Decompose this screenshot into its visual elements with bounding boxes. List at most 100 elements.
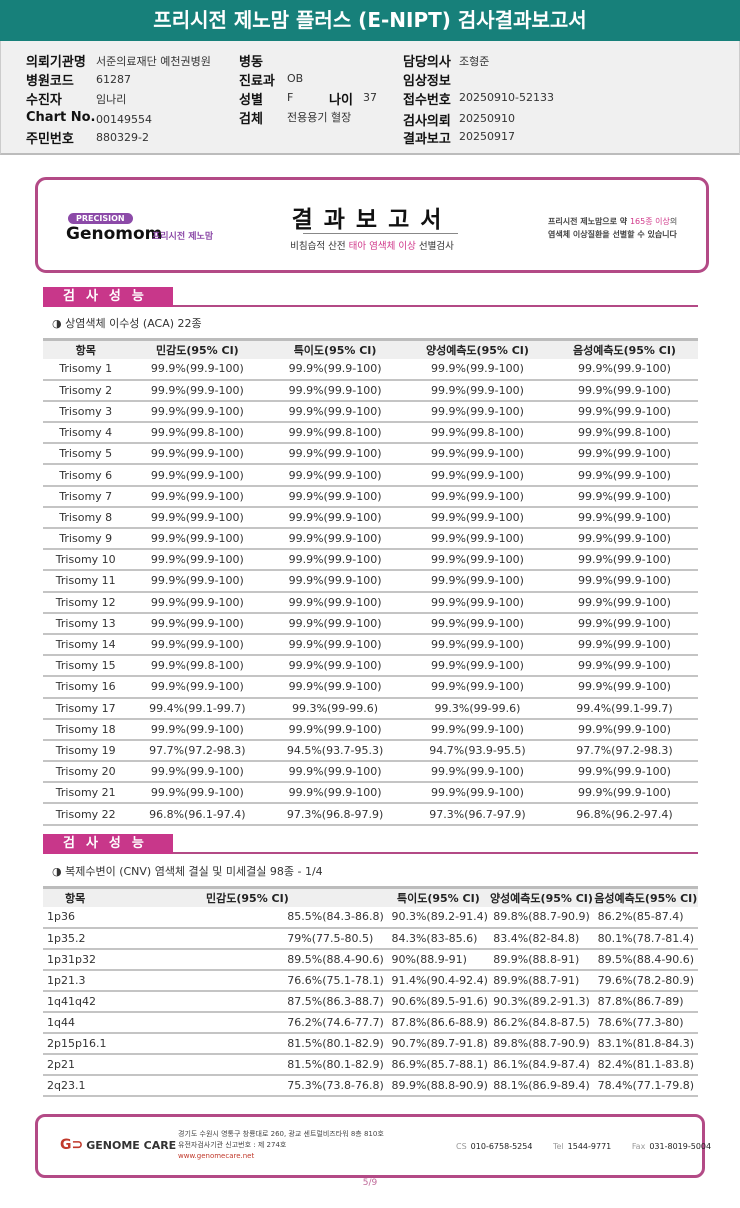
value-cell: 99.9%(99.9-100) [403, 528, 551, 551]
table-row: Trisomy 13 99.9%(99.9-100) 99.9%(99.9-100)… [43, 612, 698, 635]
tagline-d: 염색체 이상질환을 선별할 수 있습니다 [548, 230, 677, 239]
item-cell: 1q41q42 [43, 990, 108, 1013]
column-header: 항목 [43, 886, 108, 907]
value-cell: 99.9%(99.9-100) [550, 612, 698, 635]
value-cell: 99.9%(99.9-100) [403, 570, 551, 593]
value-cell: 99.9%(99.8-100) [266, 422, 404, 445]
value-cell: 99.9%(99.9-100) [266, 761, 404, 784]
item-cell: Trisomy 2 [43, 379, 129, 402]
value-cell: 99.9%(99.9-100) [403, 485, 551, 508]
banner-subtitle: 비침습적 산전 태아 염색체 이상 선별검사 [38, 238, 706, 252]
receipt-label: 접수번호 [403, 93, 451, 108]
table-row: 2p21 81.5%(80.1-82.9) 86.9%(85.7-88.1) 86.1… [43, 1054, 698, 1077]
patient-value: 임나리 [96, 93, 127, 106]
value-cell: 99.9%(99.9-100) [128, 443, 267, 466]
table-row: 2p15p16.1 81.5%(80.1-82.9) 90.7%(89.7-91.8… [43, 1033, 698, 1056]
value-cell: 99.9%(99.9-100) [550, 443, 698, 466]
fax-label: Fax [631, 1142, 646, 1151]
contact-info: CS 010-6758-5254 Tel 1544-9771 Fax 031-8019… [456, 1142, 729, 1151]
cs-label: CS [456, 1142, 467, 1151]
value-cell: 99.9%(99.9-100) [403, 464, 551, 487]
value-cell: 99.3%(99-99.6) [403, 697, 551, 720]
value-cell: 85.5%(84.3-86.8) [107, 906, 388, 929]
value-cell: 99.9%(99.9-100) [550, 485, 698, 508]
value-cell: 89.8%(88.7-90.9) [489, 1033, 594, 1056]
value-cell: 99.9%(99.9-100) [550, 633, 698, 657]
table-row: Trisomy 17 99.4%(99.1-99.7) 99.3%(99-99.6)… [43, 697, 698, 720]
value-cell: 99.9%(99.9-100) [266, 464, 404, 487]
tel-label: Tel [552, 1142, 564, 1151]
value-cell: 99.9%(99.9-100) [266, 485, 404, 508]
value-cell: 78.4%(77.1-79.8) [593, 1075, 698, 1098]
value-cell: 99.9%(99.9-100) [550, 570, 698, 593]
request-label: 검사의뢰 [403, 114, 451, 129]
doctor-value: 조형준 [459, 55, 490, 68]
value-cell: 83.4%(82-84.8) [489, 927, 594, 950]
item-cell: Trisomy 16 [43, 676, 129, 699]
value-cell: 79.6%(78.2-80.9) [593, 969, 698, 992]
value-cell: 76.6%(75.1-78.1) [107, 969, 388, 992]
value-cell: 99.9%(99.9-100) [128, 379, 267, 402]
item-cell: Trisomy 19 [43, 739, 129, 763]
value-cell: 87.8%(86.7-89) [593, 990, 698, 1013]
item-cell: Trisomy 15 [43, 655, 129, 678]
value-cell: 94.5%(93.7-95.3) [266, 739, 404, 763]
item-cell: Trisomy 5 [43, 443, 129, 466]
item-cell: Trisomy 12 [43, 591, 129, 614]
value-cell: 99.9%(99.9-100) [128, 528, 267, 551]
receipt-value: 20250910-52133 [459, 91, 554, 104]
value-cell: 99.9%(99.9-100) [266, 528, 404, 551]
value-cell: 94.7%(93.9-95.5) [403, 739, 551, 763]
table-row: 1p35.2 79%(77.5-80.5) 84.3%(83-85.6) 83.4%(… [43, 927, 698, 950]
value-cell: 99.9%(99.9-100) [128, 761, 267, 784]
genomom-kr-logo: 프리시전 제노맘 [152, 232, 214, 242]
table-row: Trisomy 8 99.9%(99.9-100) 99.9%(99.9-100) 9… [43, 506, 698, 530]
value-cell: 76.2%(74.6-77.7) [107, 1011, 388, 1035]
section-header-cnv: 검사성능 [43, 834, 698, 854]
item-cell: 1q44 [43, 1011, 108, 1035]
value-cell: 96.8%(96.2-97.4) [550, 803, 698, 826]
item-cell: 2p21 [43, 1054, 108, 1077]
value-cell: 89.5%(88.4-90.6) [107, 948, 388, 971]
report-title: 프리시전 제노맘 플러스 (E-NIPT) 검사결과보고서 [0, 0, 740, 41]
value-cell: 90.3%(89.2-91.4) [387, 906, 490, 929]
table-row: 1p31p32 89.5%(88.4-90.6) 90%(88.9-91) 89.9%… [43, 948, 698, 971]
value-cell: 99.9%(99.8-100) [128, 422, 267, 445]
patient-info-panel: 의뢰기관명 서준의료재단 예천권병원 병원코드 61287 수진자 임나리 Ch… [0, 41, 740, 155]
value-cell: 99.9%(99.9-100) [550, 400, 698, 424]
value-cell: 99.9%(99.9-100) [550, 761, 698, 784]
value-cell: 82.4%(81.1-83.8) [593, 1054, 698, 1077]
item-cell: Trisomy 4 [43, 422, 129, 445]
dept-value: OB [287, 72, 304, 85]
website-link[interactable]: www.genomecare.net [178, 1152, 255, 1160]
value-cell: 99.9%(99.9-100) [550, 718, 698, 741]
value-cell: 99.4%(99.1-99.7) [128, 697, 267, 720]
table-row: Trisomy 19 97.7%(97.2-98.3) 94.5%(93.7-95.… [43, 739, 698, 763]
value-cell: 99.9%(99.9-100) [403, 506, 551, 530]
value-cell: 99.9%(99.9-100) [403, 633, 551, 657]
value-cell: 97.7%(97.2-98.3) [550, 739, 698, 763]
column-header: 특이도(95% CI) [387, 886, 490, 907]
banner-sub-b: 태아 염색체 이상 [348, 241, 416, 252]
banner-sub-a: 비침습적 산전 [290, 241, 349, 252]
table-row: Trisomy 21 99.9%(99.9-100) 99.9%(99.9-100)… [43, 782, 698, 805]
item-cell: 2q23.1 [43, 1075, 108, 1098]
value-cell: 87.5%(86.3-88.7) [107, 990, 388, 1013]
value-cell: 99.9%(99.9-100) [403, 443, 551, 466]
table-row: Trisomy 6 99.9%(99.9-100) 99.9%(99.9-100) 9… [43, 464, 698, 487]
value-cell: 99.9%(99.9-100) [550, 506, 698, 530]
value-cell: 99.9%(99.9-100) [266, 633, 404, 657]
item-cell: 2p15p16.1 [43, 1033, 108, 1056]
aca-subtitle: ◑ 상염색체 이수성 (ACA) 22종 [52, 317, 202, 330]
cnv-subtitle: ◑ 복제수변이 (CNV) 염색체 결실 및 미세결실 98종 - 1/4 [52, 865, 323, 878]
request-value: 20250910 [459, 112, 515, 125]
dept-label: 진료과 [239, 74, 275, 89]
tel-number: 1544-9771 [567, 1142, 612, 1151]
item-cell: Trisomy 17 [43, 697, 129, 720]
value-cell: 99.9%(99.9-100) [403, 655, 551, 678]
value-cell: 97.3%(96.8-97.9) [266, 803, 404, 826]
value-cell: 99.9%(99.9-100) [128, 506, 267, 530]
value-cell: 89.8%(88.7-90.9) [489, 906, 594, 929]
value-cell: 99.9%(99.9-100) [128, 358, 267, 381]
value-cell: 99.9%(99.9-100) [403, 549, 551, 572]
